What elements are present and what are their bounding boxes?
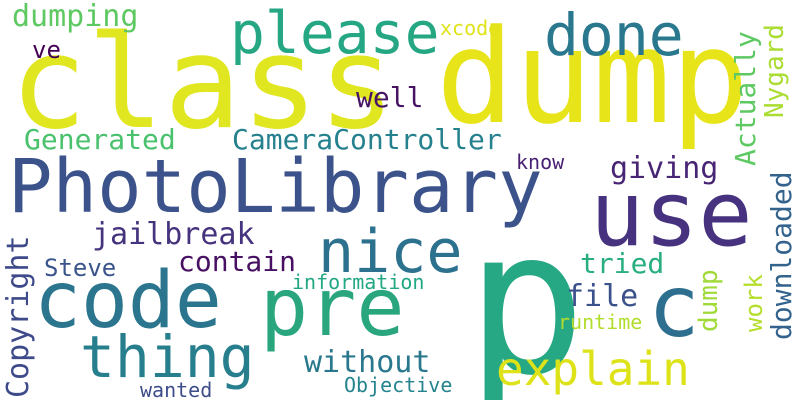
word-p: p [466, 187, 587, 400]
word-done: done [544, 1, 684, 69]
word-pre: pre [260, 261, 405, 354]
word-please: please [230, 0, 440, 67]
word-nice: nice [318, 217, 463, 287]
word-work: work [740, 274, 768, 332]
word-information: information [292, 270, 425, 294]
word-use: use [590, 162, 753, 267]
word-runtime: runtime [558, 310, 643, 334]
word-thing: thing [80, 323, 255, 391]
word-copyright: Copyright [1, 235, 36, 398]
word-cameracontroller: CameraController [232, 123, 502, 156]
word-tried: tried [580, 247, 665, 280]
word-code: code [34, 256, 222, 346]
word-contain: contain [178, 245, 297, 278]
word-dumping: dumping [12, 0, 139, 34]
word-explain: explain [496, 342, 690, 396]
word-dump-small: dump [694, 269, 724, 332]
word-objective: Objective [344, 373, 453, 397]
word-class: class [10, 9, 396, 158]
word-generated: Generated [24, 123, 176, 156]
word-c: c [648, 257, 700, 357]
word-downloaded: downloaded [765, 171, 798, 340]
word-nygard: Nygard [760, 24, 790, 118]
word-file: file [566, 279, 639, 314]
word-wanted: wanted [140, 378, 213, 400]
word-jailbreak: jailbreak [92, 217, 255, 252]
word-giving: giving [610, 151, 719, 186]
word-ve: ve [32, 36, 61, 64]
word-steve: Steve [44, 254, 117, 282]
word-know: know [516, 150, 565, 174]
word-xcode: xcode [440, 16, 501, 40]
word-actually: Actually [729, 31, 762, 166]
word-well: well [356, 81, 424, 114]
word-photolibrary: PhotoLibrary [8, 144, 543, 230]
word-dump-large: dump [436, 1, 750, 153]
word-without: without [304, 345, 431, 380]
